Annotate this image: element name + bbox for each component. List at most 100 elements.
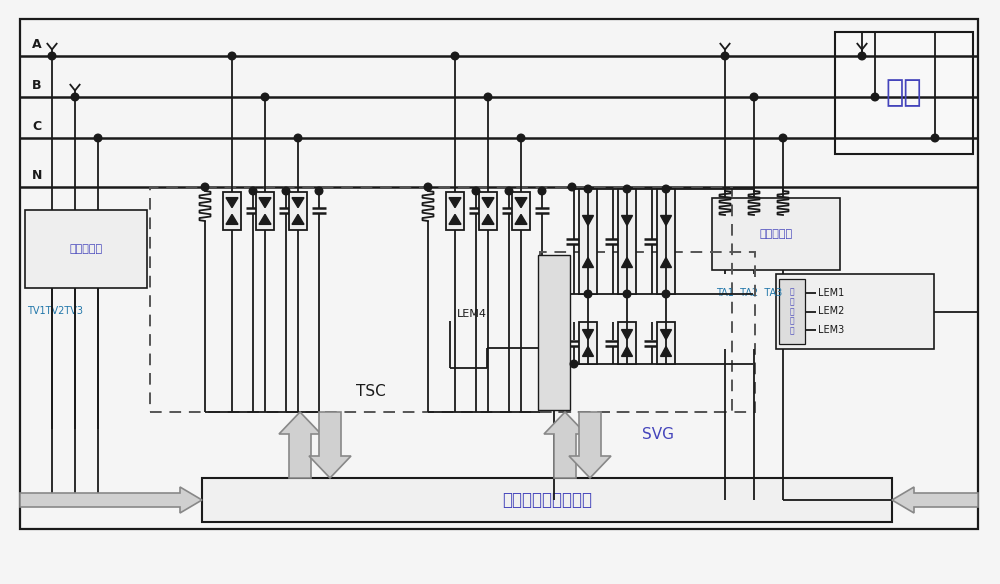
Bar xyxy=(256,192,274,230)
Circle shape xyxy=(584,185,592,193)
Polygon shape xyxy=(482,197,494,208)
FancyArrow shape xyxy=(892,487,978,513)
Polygon shape xyxy=(226,214,238,224)
Text: LEM1: LEM1 xyxy=(818,288,844,298)
Polygon shape xyxy=(259,214,271,224)
Bar xyxy=(657,189,675,294)
Text: A: A xyxy=(32,38,42,51)
Bar xyxy=(618,322,636,364)
Circle shape xyxy=(505,187,513,195)
Bar xyxy=(540,252,755,412)
Text: LEM3: LEM3 xyxy=(818,325,844,335)
Circle shape xyxy=(201,183,209,191)
Circle shape xyxy=(484,93,492,101)
Polygon shape xyxy=(582,258,594,267)
Circle shape xyxy=(294,134,302,142)
Polygon shape xyxy=(292,197,304,208)
Bar xyxy=(512,192,530,230)
FancyArrow shape xyxy=(20,487,202,513)
Polygon shape xyxy=(482,214,494,224)
Circle shape xyxy=(623,185,631,193)
Bar xyxy=(446,192,464,230)
Polygon shape xyxy=(449,214,461,224)
Circle shape xyxy=(538,187,546,195)
Circle shape xyxy=(424,183,432,191)
Polygon shape xyxy=(660,329,672,340)
FancyArrow shape xyxy=(309,412,351,478)
Text: TA1  TA2  TA3: TA1 TA2 TA3 xyxy=(716,288,782,298)
Polygon shape xyxy=(515,197,527,208)
Circle shape xyxy=(94,134,102,142)
Polygon shape xyxy=(515,214,527,224)
Bar xyxy=(776,274,934,349)
Bar xyxy=(223,192,241,230)
FancyArrow shape xyxy=(544,412,586,478)
Text: LEM4: LEM4 xyxy=(457,309,487,319)
Polygon shape xyxy=(660,215,672,225)
Text: B: B xyxy=(32,79,42,92)
Polygon shape xyxy=(622,258,632,267)
Circle shape xyxy=(584,290,592,298)
Bar xyxy=(25,210,147,288)
Polygon shape xyxy=(622,346,632,356)
Text: C: C xyxy=(32,120,41,133)
Bar xyxy=(289,192,307,230)
Circle shape xyxy=(623,290,631,298)
Circle shape xyxy=(71,93,79,101)
Circle shape xyxy=(451,52,459,60)
Bar xyxy=(479,192,497,230)
Circle shape xyxy=(228,52,236,60)
Polygon shape xyxy=(292,214,304,224)
Circle shape xyxy=(261,93,269,101)
Circle shape xyxy=(721,52,729,60)
Circle shape xyxy=(249,187,257,195)
Circle shape xyxy=(282,187,290,195)
Text: TV1TV2TV3: TV1TV2TV3 xyxy=(27,306,83,316)
Bar xyxy=(657,322,675,364)
Polygon shape xyxy=(582,346,594,356)
Polygon shape xyxy=(259,197,271,208)
Text: 电
流
传
感
器: 电 流 传 感 器 xyxy=(790,287,794,335)
Circle shape xyxy=(315,187,323,195)
Text: 电压互感器: 电压互感器 xyxy=(69,244,103,254)
Bar xyxy=(579,189,597,294)
Circle shape xyxy=(662,185,670,193)
Bar xyxy=(20,19,978,529)
Circle shape xyxy=(750,93,758,101)
Circle shape xyxy=(779,134,787,142)
Polygon shape xyxy=(660,258,672,267)
Bar xyxy=(712,198,840,270)
Circle shape xyxy=(472,187,480,195)
FancyArrow shape xyxy=(569,412,611,478)
Polygon shape xyxy=(622,329,632,340)
Circle shape xyxy=(871,93,879,101)
Bar xyxy=(538,255,570,410)
Polygon shape xyxy=(226,197,238,208)
Text: 混合无功补偿控制器: 混合无功补偿控制器 xyxy=(502,491,592,509)
Text: 电流互感器: 电流互感器 xyxy=(759,229,793,239)
Circle shape xyxy=(517,134,525,142)
Circle shape xyxy=(48,52,56,60)
Bar xyxy=(150,187,732,412)
Circle shape xyxy=(570,360,578,368)
Polygon shape xyxy=(582,329,594,340)
Text: TSC: TSC xyxy=(356,384,386,399)
Text: LEM2: LEM2 xyxy=(818,307,844,317)
Text: 负载: 负载 xyxy=(886,78,922,107)
Circle shape xyxy=(858,52,866,60)
Text: 电
压
传
感
器: 电 压 传 感 器 xyxy=(552,308,556,356)
Polygon shape xyxy=(582,215,594,225)
Polygon shape xyxy=(660,346,672,356)
Polygon shape xyxy=(622,215,632,225)
Bar xyxy=(618,189,636,294)
Text: SVG: SVG xyxy=(642,427,674,442)
Circle shape xyxy=(931,134,939,142)
Bar xyxy=(779,279,805,344)
Bar xyxy=(579,322,597,364)
Circle shape xyxy=(568,183,576,191)
Polygon shape xyxy=(449,197,461,208)
Bar xyxy=(202,478,892,522)
Bar xyxy=(835,32,973,154)
Text: N: N xyxy=(32,169,42,182)
FancyArrow shape xyxy=(279,412,321,478)
